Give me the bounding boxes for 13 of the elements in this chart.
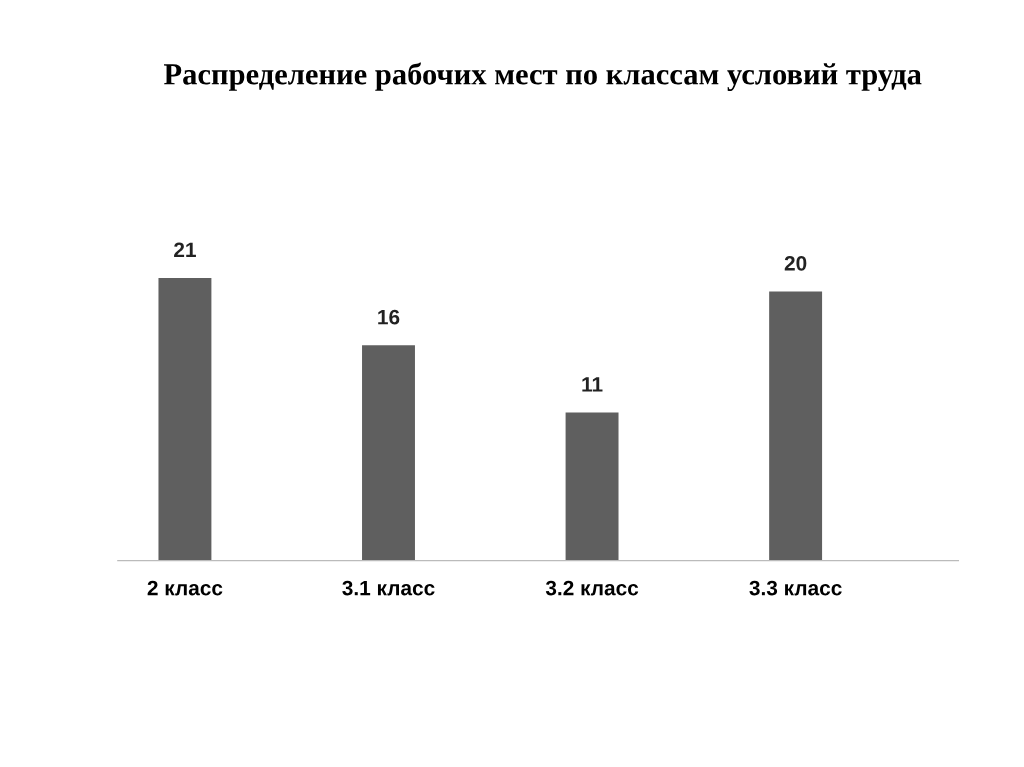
data-label: 16 [378,309,400,325]
data-label: 11 [582,377,603,392]
bar [158,277,212,561]
x-tick-label: 3.1 класс [342,580,435,596]
bar [362,345,415,561]
bar [769,291,823,561]
x-tick-label: 2 класс [147,580,223,596]
x-tick-label: 3.3 класс [749,580,842,596]
bar [565,412,619,561]
x-tick-label: 3.2 класс [545,580,639,596]
chart-title: Распределение рабочих мест по классам условий труда [164,62,922,91]
data-label: 21 [174,242,196,257]
data-label: 20 [784,255,807,271]
